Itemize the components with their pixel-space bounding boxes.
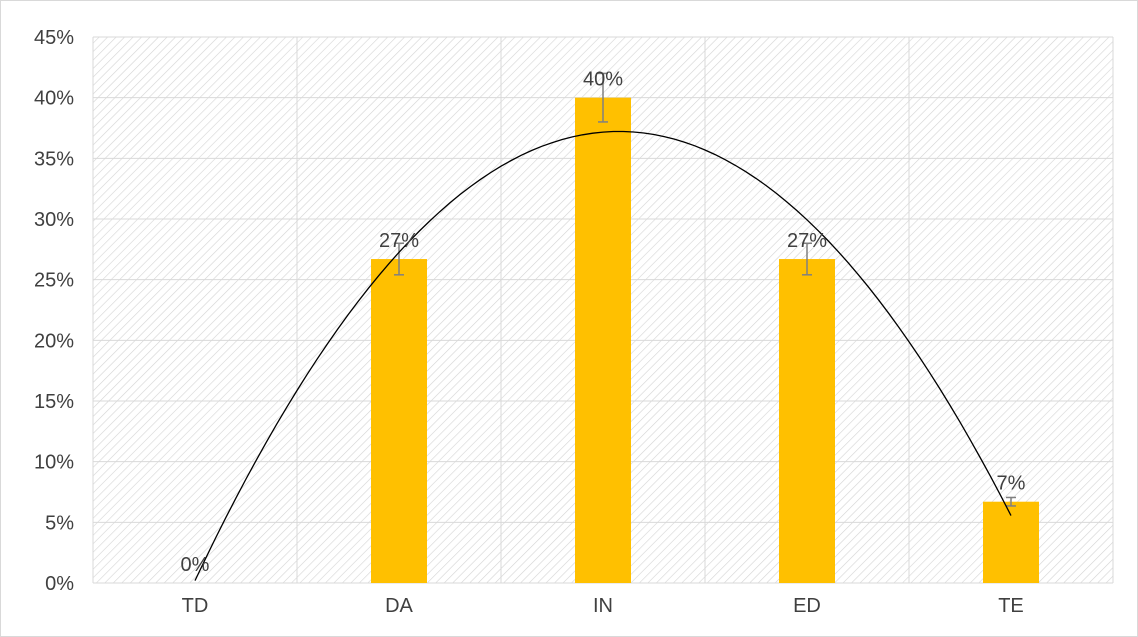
y-tick-label: 40% (34, 88, 74, 110)
data-label: 27% (787, 230, 827, 252)
y-tick-label: 30% (34, 209, 74, 231)
bars (371, 97, 1039, 584)
y-axis-ticks: 0% 5% 10% 15% 20% 25% 30% 35% 40% 45% (34, 27, 74, 595)
y-tick-label: 20% (34, 330, 74, 352)
x-tick-label: TE (998, 595, 1024, 617)
error-bars (394, 72, 1016, 507)
x-tick-label: DA (385, 595, 413, 617)
data-label: 27% (379, 230, 419, 252)
y-tick-label: 45% (34, 27, 74, 49)
y-tick-label: 5% (45, 512, 74, 534)
y-tick-label: 0% (45, 573, 74, 595)
y-tick-label: 15% (34, 391, 74, 413)
y-tick-label: 35% (34, 148, 74, 170)
trendline (194, 130, 1012, 581)
x-tick-label: TD (182, 595, 209, 617)
bar-da (371, 259, 427, 583)
x-tick-label: IN (593, 595, 613, 617)
bar-in (575, 97, 631, 584)
x-axis-ticks: TD DA IN ED TE (182, 595, 1024, 617)
data-label: 40% (583, 69, 623, 91)
data-label: 7% (997, 473, 1026, 495)
data-labels: 0% 27% 40% 27% 7% (181, 69, 1026, 576)
bar-ed (779, 259, 835, 583)
y-tick-label: 25% (34, 270, 74, 292)
data-label: 0% (181, 554, 210, 576)
bar-te (983, 501, 1039, 583)
x-tick-label: ED (793, 595, 821, 617)
y-tick-label: 10% (34, 452, 74, 474)
